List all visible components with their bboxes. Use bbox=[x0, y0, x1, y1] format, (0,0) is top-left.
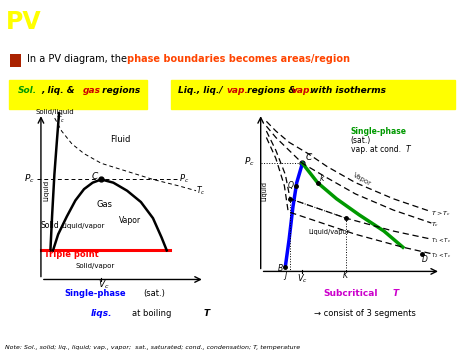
Bar bbox=[9, 80, 147, 109]
Text: $T_c$: $T_c$ bbox=[196, 185, 206, 197]
Text: (sat.): (sat.) bbox=[143, 289, 165, 297]
Text: Sol.: Sol. bbox=[18, 86, 37, 95]
Text: $P_c$: $P_c$ bbox=[244, 156, 255, 168]
Text: Solid: Solid bbox=[41, 221, 60, 230]
Bar bbox=[171, 80, 455, 109]
Text: Liquid: Liquid bbox=[44, 180, 49, 201]
Text: $T_c$: $T_c$ bbox=[56, 114, 65, 125]
Text: C: C bbox=[305, 153, 311, 162]
Text: phase boundaries becomes areas/region: phase boundaries becomes areas/region bbox=[127, 54, 350, 64]
Text: K: K bbox=[343, 271, 348, 280]
Text: Note: Sol., solid; liq., liquid; vap., vapor;  sat., saturated; cond., condensat: Note: Sol., solid; liq., liquid; vap., v… bbox=[5, 345, 300, 350]
Text: , liq. &: , liq. & bbox=[42, 86, 79, 95]
Text: liqs.: liqs. bbox=[91, 309, 113, 318]
Text: T: T bbox=[393, 289, 399, 297]
Text: $P_c$: $P_c$ bbox=[179, 172, 189, 185]
Bar bbox=[10, 54, 21, 67]
Text: k: k bbox=[319, 174, 324, 183]
Text: gas: gas bbox=[83, 86, 101, 95]
Text: $T_1 < T_c$: $T_1 < T_c$ bbox=[431, 236, 452, 245]
Text: Liquid/vapor: Liquid/vapor bbox=[308, 229, 349, 235]
Text: Solid/vapor: Solid/vapor bbox=[75, 263, 115, 269]
Text: Triple point: Triple point bbox=[45, 250, 99, 259]
Text: Fluid: Fluid bbox=[110, 135, 130, 144]
Text: at boiling: at boiling bbox=[132, 309, 172, 318]
Text: $P_c$: $P_c$ bbox=[24, 172, 35, 185]
Text: Vapor: Vapor bbox=[118, 216, 141, 225]
Text: → consist of 3 segments: → consist of 3 segments bbox=[314, 309, 416, 318]
Text: T: T bbox=[203, 309, 209, 318]
Text: PV: PV bbox=[6, 10, 41, 34]
Text: vap.: vap. bbox=[291, 86, 313, 95]
Text: Gas: Gas bbox=[96, 200, 112, 209]
Text: C: C bbox=[92, 171, 98, 181]
Text: $T_c$: $T_c$ bbox=[431, 220, 439, 229]
Text: J: J bbox=[284, 271, 287, 280]
Text: T: T bbox=[405, 145, 410, 154]
Text: D: D bbox=[422, 255, 428, 264]
Text: B: B bbox=[278, 264, 283, 273]
Text: Solid/liquid: Solid/liquid bbox=[36, 109, 74, 115]
Text: with isotherms: with isotherms bbox=[307, 86, 386, 95]
Text: (sat.): (sat.) bbox=[351, 136, 371, 145]
Text: $T > T_c$: $T > T_c$ bbox=[431, 209, 451, 218]
Text: Vapor: Vapor bbox=[352, 172, 372, 187]
Text: vap.: vap. bbox=[227, 86, 248, 95]
Text: $V_c$: $V_c$ bbox=[297, 272, 308, 285]
Text: Liq., liq./: Liq., liq./ bbox=[178, 86, 222, 95]
Text: $V_c$: $V_c$ bbox=[98, 279, 109, 291]
Text: Diagrams for Pure Substances: Diagrams for Pure Substances bbox=[45, 10, 458, 34]
Text: Single-phase: Single-phase bbox=[351, 127, 407, 136]
Text: $T_2 < T_c$: $T_2 < T_c$ bbox=[431, 251, 452, 260]
Text: Single-phase: Single-phase bbox=[64, 289, 126, 297]
Text: In a PV diagram, the: In a PV diagram, the bbox=[27, 54, 131, 64]
Text: Liquid/vapor: Liquid/vapor bbox=[62, 223, 105, 229]
Text: regions: regions bbox=[99, 86, 140, 95]
Text: vap. at cond.: vap. at cond. bbox=[351, 145, 401, 154]
Text: Q: Q bbox=[287, 180, 293, 190]
Text: regions &: regions & bbox=[244, 86, 300, 95]
Text: Subcritical: Subcritical bbox=[324, 289, 378, 297]
Text: Liquid: Liquid bbox=[262, 181, 268, 201]
